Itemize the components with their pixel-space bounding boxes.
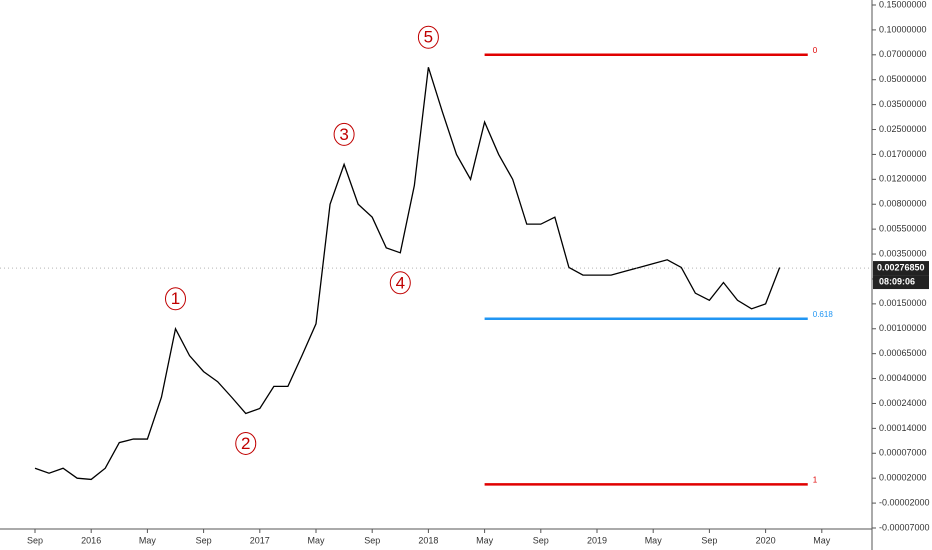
price-line	[34, 67, 781, 481]
y-tick-label: 0.00040000	[879, 373, 927, 383]
y-tick-label: 0.00800000	[879, 199, 927, 209]
y-tick-label: 0.00024000	[879, 398, 927, 408]
y-tick-label: 0.02500000	[879, 124, 927, 134]
countdown-box	[873, 275, 929, 290]
x-tick-label: Sep	[196, 535, 212, 545]
x-tick-label: May	[307, 535, 325, 545]
x-tick-label: 2017	[250, 535, 270, 545]
wave-circle	[165, 287, 186, 311]
wave-label: 3	[339, 125, 348, 144]
y-tick-label: 0.03500000	[879, 99, 927, 109]
y-tick-label: 0.00550000	[879, 224, 927, 234]
y-tick-label: 0.00100000	[879, 323, 927, 333]
y-tick-label: 0.00007000	[879, 448, 927, 458]
y-tick-label: 0.10000000	[879, 24, 927, 34]
wave-label: 2	[241, 434, 250, 453]
y-tick-label: 0.00002000	[879, 473, 927, 483]
x-tick-label: Sep	[27, 535, 43, 545]
wave-circle	[333, 122, 355, 146]
last-price-box	[873, 261, 929, 276]
y-tick-label: 0.15000000	[879, 0, 927, 9]
wave-circle	[235, 431, 257, 455]
wave-circle	[417, 25, 439, 49]
y-tick-label: 0.07000000	[879, 49, 927, 59]
y-tick-label: 0.01700000	[879, 149, 927, 159]
y-tick-label: 0.01200000	[879, 174, 927, 184]
y-tick-label: 0.05000000	[879, 74, 927, 84]
x-tick-label: May	[139, 535, 157, 545]
x-tick-label: May	[476, 535, 494, 545]
countdown-label: 08:09:06	[879, 276, 915, 286]
y-tick-label: -0.00007000	[879, 522, 930, 532]
x-tick-label: May	[813, 535, 831, 545]
x-tick-label: May	[645, 535, 663, 545]
last-price-label: 0.00276850	[877, 262, 925, 272]
fib-label: 0	[813, 46, 818, 55]
y-tick-label: 0.00350000	[879, 248, 927, 258]
x-tick-label: 2019	[587, 535, 607, 545]
x-tick-label: Sep	[533, 535, 549, 545]
fib-label: 1	[813, 476, 818, 485]
wave-label: 5	[424, 28, 433, 47]
wave-circle	[389, 271, 411, 295]
fib-label: 0.618	[813, 310, 834, 319]
x-tick-label: 2016	[81, 535, 101, 545]
x-tick-label: Sep	[701, 535, 717, 545]
wave-label: 4	[396, 273, 405, 292]
x-tick-label: Sep	[364, 535, 380, 545]
y-tick-label: 0.00150000	[879, 298, 927, 308]
wave-label: 1	[171, 289, 180, 308]
y-tick-label: 0.00014000	[879, 423, 927, 433]
x-tick-label: 2018	[418, 535, 438, 545]
y-tick-label: -0.00002000	[879, 497, 930, 507]
y-tick-label: 0.00065000	[879, 348, 927, 358]
x-tick-label: 2020	[756, 535, 776, 545]
